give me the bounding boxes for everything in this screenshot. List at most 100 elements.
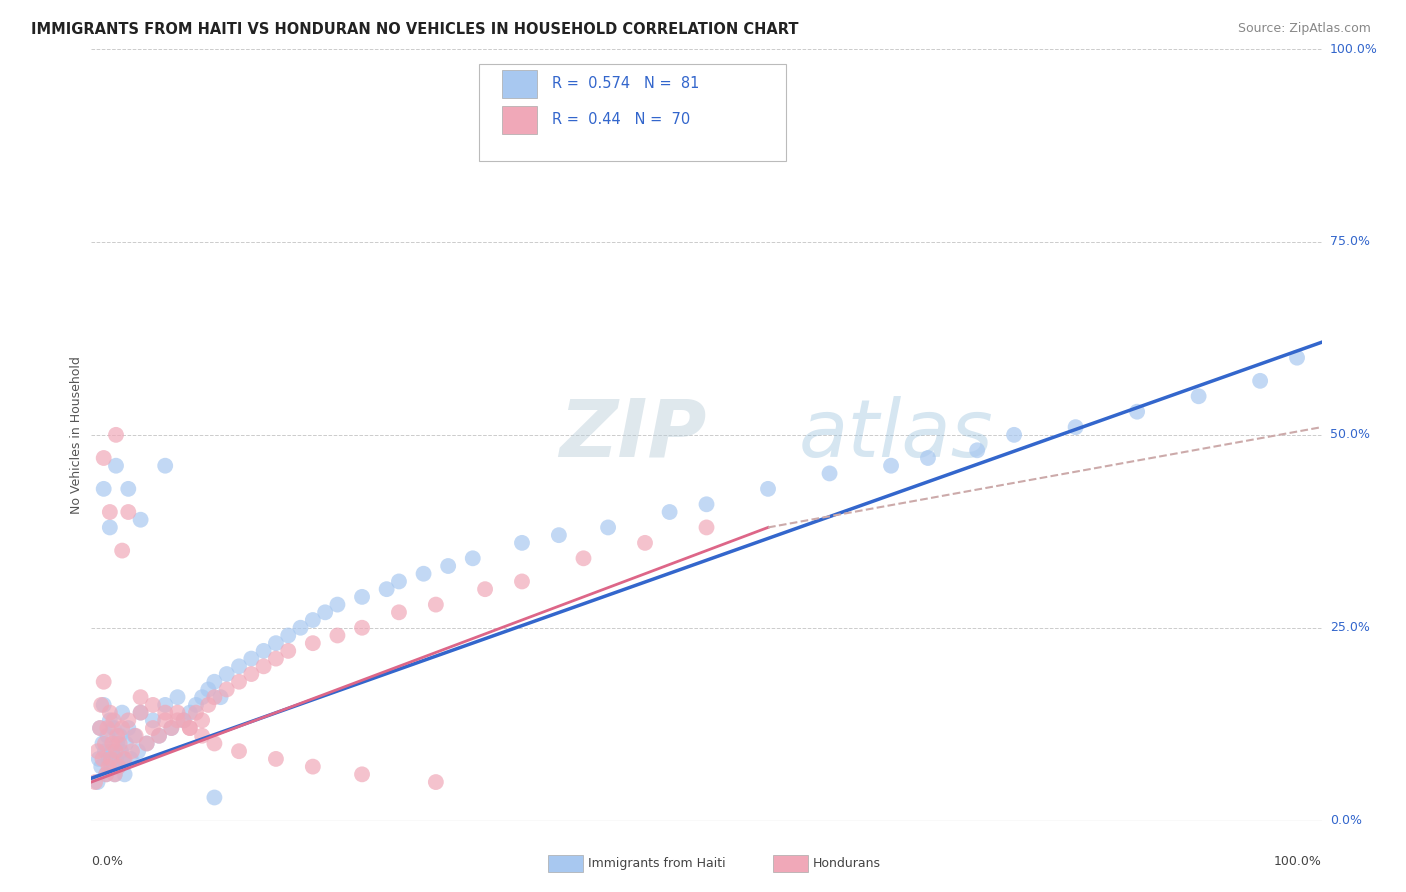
Point bbox=[474, 582, 496, 596]
Point bbox=[215, 682, 238, 697]
Point bbox=[104, 767, 127, 781]
Point bbox=[634, 536, 657, 550]
Point bbox=[104, 767, 127, 781]
Point bbox=[202, 690, 225, 705]
Text: 50.0%: 50.0% bbox=[1330, 428, 1369, 442]
Point bbox=[105, 752, 127, 766]
Point bbox=[111, 706, 134, 720]
Point bbox=[129, 706, 152, 720]
Point bbox=[166, 714, 188, 728]
Point bbox=[202, 737, 225, 751]
Point bbox=[93, 450, 115, 465]
Point bbox=[90, 759, 112, 773]
Point bbox=[388, 574, 411, 589]
Point bbox=[1002, 428, 1025, 442]
Point bbox=[228, 674, 250, 689]
Y-axis label: No Vehicles in Household: No Vehicles in Household bbox=[70, 356, 83, 514]
Point bbox=[87, 752, 110, 766]
Point bbox=[388, 605, 411, 619]
Point bbox=[103, 721, 125, 735]
Point bbox=[756, 482, 779, 496]
Point bbox=[179, 721, 201, 735]
Point bbox=[173, 714, 195, 728]
Point bbox=[93, 482, 115, 496]
Point bbox=[96, 721, 118, 735]
Point bbox=[148, 729, 170, 743]
Text: 100.0%: 100.0% bbox=[1274, 855, 1322, 868]
Point bbox=[98, 706, 121, 720]
Point bbox=[425, 775, 447, 789]
Text: atlas: atlas bbox=[799, 396, 994, 474]
Point bbox=[97, 752, 120, 766]
Point bbox=[108, 729, 131, 743]
Point bbox=[253, 659, 276, 673]
Point bbox=[107, 759, 129, 773]
Point bbox=[326, 628, 349, 642]
Point bbox=[277, 628, 299, 642]
Point bbox=[111, 721, 134, 735]
Point bbox=[117, 482, 139, 496]
Point bbox=[105, 729, 128, 743]
Point bbox=[135, 737, 157, 751]
Point bbox=[89, 721, 111, 735]
Text: 0.0%: 0.0% bbox=[91, 855, 124, 868]
Point bbox=[160, 721, 183, 735]
Point bbox=[94, 744, 117, 758]
Text: IMMIGRANTS FROM HAITI VS HONDURAN NO VEHICLES IN HOUSEHOLD CORRELATION CHART: IMMIGRANTS FROM HAITI VS HONDURAN NO VEH… bbox=[31, 22, 799, 37]
Text: R =  0.44   N =  70: R = 0.44 N = 70 bbox=[551, 112, 690, 128]
Point bbox=[160, 721, 183, 735]
Point bbox=[96, 767, 117, 781]
Point bbox=[117, 505, 139, 519]
Point bbox=[166, 706, 188, 720]
Point bbox=[153, 458, 177, 473]
Point bbox=[100, 759, 122, 773]
Text: 75.0%: 75.0% bbox=[1330, 235, 1369, 249]
Point bbox=[129, 706, 152, 720]
Point bbox=[129, 690, 152, 705]
Point bbox=[86, 775, 108, 789]
Point bbox=[301, 613, 323, 627]
Point bbox=[124, 729, 146, 743]
Point bbox=[326, 598, 349, 612]
Point bbox=[101, 737, 124, 751]
Point bbox=[1187, 389, 1209, 403]
Point bbox=[197, 698, 219, 712]
Point bbox=[1126, 405, 1149, 419]
Point bbox=[98, 714, 121, 728]
Point bbox=[96, 729, 118, 743]
Point bbox=[105, 428, 127, 442]
Point bbox=[1285, 351, 1308, 365]
Text: 100.0%: 100.0% bbox=[1330, 43, 1378, 55]
Point bbox=[277, 644, 299, 658]
Point bbox=[461, 551, 484, 566]
Point bbox=[173, 714, 195, 728]
Point bbox=[228, 744, 250, 758]
Point bbox=[264, 752, 287, 766]
Point bbox=[179, 721, 201, 735]
Point bbox=[191, 690, 214, 705]
Point bbox=[917, 450, 939, 465]
Point bbox=[98, 520, 121, 534]
Point bbox=[142, 714, 165, 728]
Point bbox=[142, 721, 165, 735]
Point bbox=[124, 729, 148, 743]
Point bbox=[105, 744, 127, 758]
Point bbox=[510, 574, 533, 589]
Point bbox=[117, 721, 139, 735]
Point bbox=[105, 458, 127, 473]
Point bbox=[153, 714, 177, 728]
Point bbox=[127, 744, 149, 758]
Point bbox=[184, 698, 207, 712]
Point bbox=[253, 644, 276, 658]
Point bbox=[352, 590, 374, 604]
Point bbox=[240, 667, 263, 681]
Text: ZIP: ZIP bbox=[558, 396, 706, 474]
Point bbox=[110, 744, 132, 758]
Point bbox=[105, 737, 128, 751]
Point bbox=[111, 543, 134, 558]
Point bbox=[86, 744, 108, 758]
Point bbox=[966, 443, 988, 458]
Point bbox=[93, 698, 115, 712]
Text: R =  0.574   N =  81: R = 0.574 N = 81 bbox=[551, 76, 699, 91]
Point bbox=[121, 744, 143, 758]
